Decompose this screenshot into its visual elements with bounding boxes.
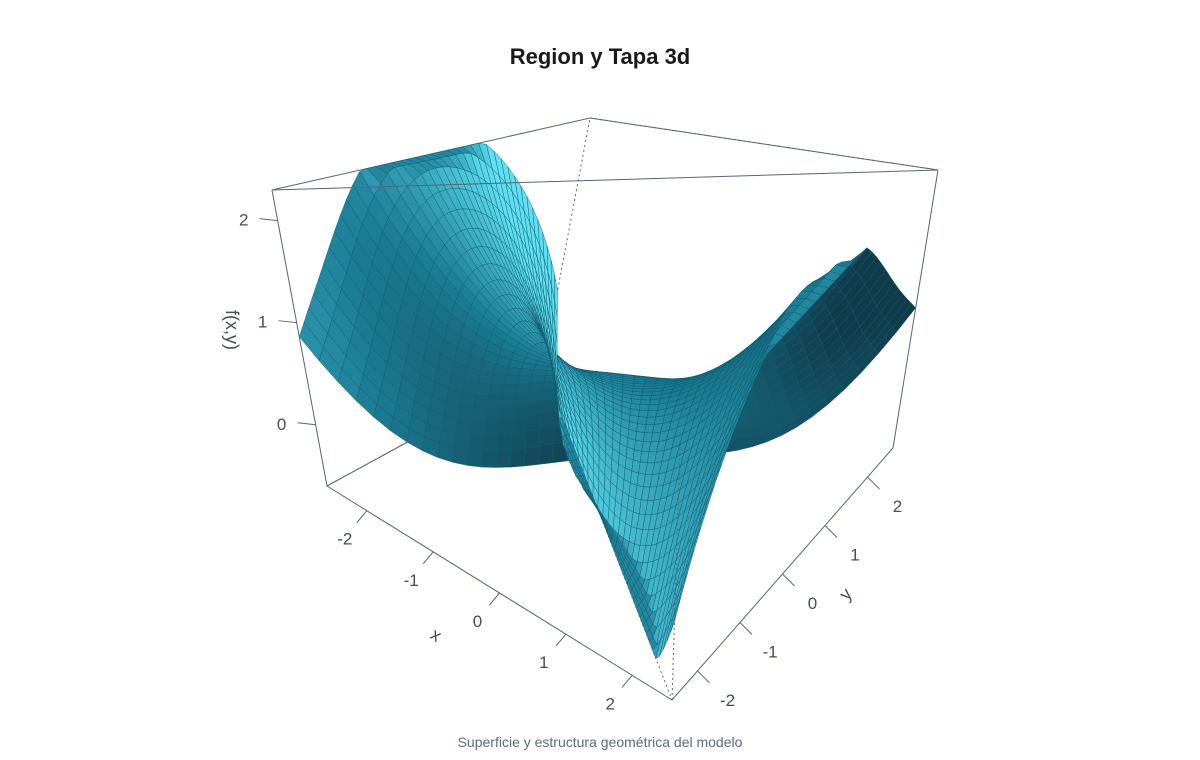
y-tick-label: 0 xyxy=(808,594,817,613)
surface-facet xyxy=(510,431,526,450)
surface-facet xyxy=(469,420,486,436)
x-axis: -2 -1 0 1 2 x xyxy=(337,510,633,713)
z-tick-label: 1 xyxy=(258,313,267,332)
surface-facet xyxy=(482,434,499,452)
z-tick xyxy=(259,218,278,222)
surface-facet xyxy=(515,383,531,395)
surface-facet xyxy=(510,447,526,468)
surface-facet xyxy=(473,394,490,409)
x-tick-label: -2 xyxy=(337,530,352,549)
surface-facet xyxy=(528,382,545,393)
box-edge xyxy=(892,169,939,449)
z-tick-label: 0 xyxy=(277,415,286,434)
surface-facet xyxy=(512,403,529,420)
surface-facet xyxy=(642,388,654,393)
surface-facet xyxy=(641,391,653,396)
surface-facet xyxy=(639,404,650,411)
surface-facet xyxy=(495,449,512,468)
x-tick xyxy=(621,674,633,688)
y-tick-label: -2 xyxy=(720,691,735,710)
surface-facet xyxy=(639,399,651,406)
surface-facet xyxy=(524,445,540,467)
y-tick xyxy=(697,670,710,684)
surface-facet xyxy=(455,419,473,436)
x-tick xyxy=(422,551,434,565)
z-tick-label: 2 xyxy=(239,211,248,230)
y-tick xyxy=(782,573,795,587)
z-axis: 0 1 2 f(x,y) xyxy=(222,211,316,434)
surface-facet xyxy=(488,384,505,397)
surface-facet xyxy=(453,432,471,451)
y-tick-label: 2 xyxy=(893,497,902,516)
surface-facet xyxy=(491,373,508,386)
surface-facet xyxy=(452,447,469,466)
box-edge xyxy=(271,189,328,487)
surface-facet xyxy=(483,420,500,436)
y-axis: -2 -1 0 1 2 y xyxy=(697,476,902,710)
surface-facet xyxy=(499,405,515,421)
x-tick-label: -1 xyxy=(404,571,419,590)
surface-facet xyxy=(530,375,546,384)
surface-facet xyxy=(504,374,520,386)
y-tick xyxy=(867,476,880,490)
surface-facet xyxy=(485,407,502,422)
y-tick xyxy=(739,622,753,635)
surface-facet xyxy=(525,413,541,432)
surface-facet xyxy=(734,426,751,439)
x-tick xyxy=(356,510,368,524)
surface-facet xyxy=(500,394,517,408)
surface-mesh xyxy=(299,142,917,660)
x-tick-label: 0 xyxy=(473,612,482,631)
y-axis-label: y xyxy=(835,584,856,604)
x-tick-label: 2 xyxy=(605,694,614,713)
surface-facet xyxy=(471,407,488,422)
surface-facet xyxy=(496,433,513,451)
surface-facet xyxy=(475,382,492,397)
chart-caption: Superficie y estructura geométrica del m… xyxy=(457,734,743,750)
y-tick-label: -1 xyxy=(762,642,777,661)
surface-facet xyxy=(468,434,485,452)
surface-facet xyxy=(538,443,554,465)
surface-facet xyxy=(502,384,518,396)
surface-facet xyxy=(640,395,652,401)
surface-facet xyxy=(487,395,503,409)
z-axis-label: f(x,y) xyxy=(222,310,242,350)
surface-facet xyxy=(636,423,647,433)
chart-title: Region y Tapa 3d xyxy=(509,44,691,69)
z-tick xyxy=(278,320,297,324)
surface-facet xyxy=(524,428,540,449)
x-axis-label: x xyxy=(427,624,445,646)
surface-facet xyxy=(497,418,514,436)
surface-facet xyxy=(532,369,548,377)
surface-facet xyxy=(467,449,484,468)
surface-facet xyxy=(647,404,659,411)
box-edge xyxy=(271,169,939,191)
x-tick-label: 1 xyxy=(539,653,548,672)
box-hidden-edge xyxy=(671,447,681,701)
surface-facet xyxy=(457,405,475,422)
z-tick xyxy=(297,422,316,426)
surface-facet xyxy=(517,375,533,385)
surface-facet xyxy=(511,416,527,434)
surface-facet xyxy=(538,426,554,447)
surface-facet xyxy=(481,450,498,468)
box-hidden-edge xyxy=(542,117,591,369)
box-edge xyxy=(589,117,939,171)
surface-facet xyxy=(638,409,649,418)
y-tick-label: 1 xyxy=(850,546,859,565)
x-tick xyxy=(489,592,500,606)
surface-facet xyxy=(514,392,530,407)
surface-facet xyxy=(637,416,648,425)
surface-facet xyxy=(539,411,555,430)
surface-facet xyxy=(670,596,682,632)
x-tick xyxy=(555,633,567,647)
y-tick xyxy=(824,525,838,538)
